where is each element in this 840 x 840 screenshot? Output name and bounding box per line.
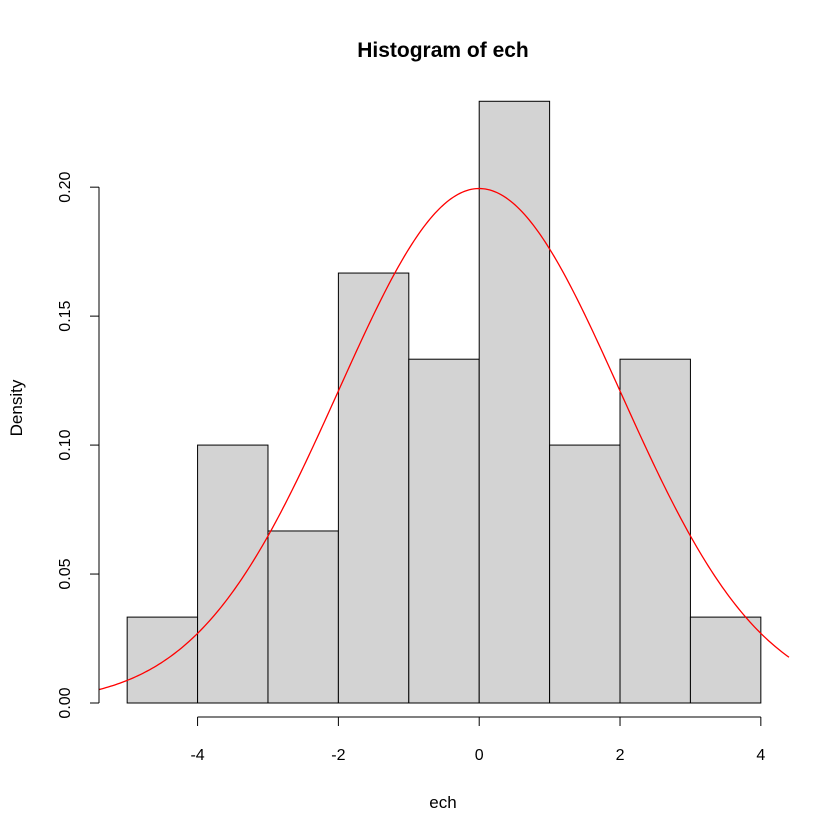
density-curve — [98, 187, 790, 691]
histogram-bar-2 — [267, 530, 339, 704]
x-axis: -4 -2 0 2 4 — [190, 716, 765, 764]
x-tick-label: -4 — [190, 747, 204, 764]
histogram-bar-8 — [689, 616, 762, 704]
histogram-bar-7 — [619, 358, 691, 704]
bars-group — [126, 100, 762, 704]
x-tick-label: 4 — [756, 747, 765, 764]
y-tick-label: 0.20 — [57, 171, 74, 202]
y-axis-label: Density — [7, 379, 26, 436]
y-axis: 0.00 0.05 0.10 0.15 0.20 — [57, 171, 100, 719]
histogram-bar-0 — [126, 616, 199, 704]
histogram-bar-5 — [478, 100, 551, 704]
y-tick-label: 0.10 — [57, 429, 74, 460]
histogram-bar-3 — [337, 272, 410, 704]
histogram-bar-6 — [549, 444, 621, 704]
y-tick-label: 0.05 — [57, 558, 74, 589]
chart-title: Histogram of ech — [357, 39, 529, 62]
x-tick-label: 2 — [616, 747, 625, 764]
x-axis-label: ech — [429, 793, 456, 812]
x-tick-label: 0 — [475, 747, 484, 764]
histogram-bar-1 — [197, 444, 269, 704]
histogram-bar-4 — [408, 358, 480, 704]
x-tick-label: -2 — [331, 747, 345, 764]
y-tick-label: 0.15 — [57, 300, 74, 331]
y-tick-label: 0.00 — [57, 687, 74, 718]
